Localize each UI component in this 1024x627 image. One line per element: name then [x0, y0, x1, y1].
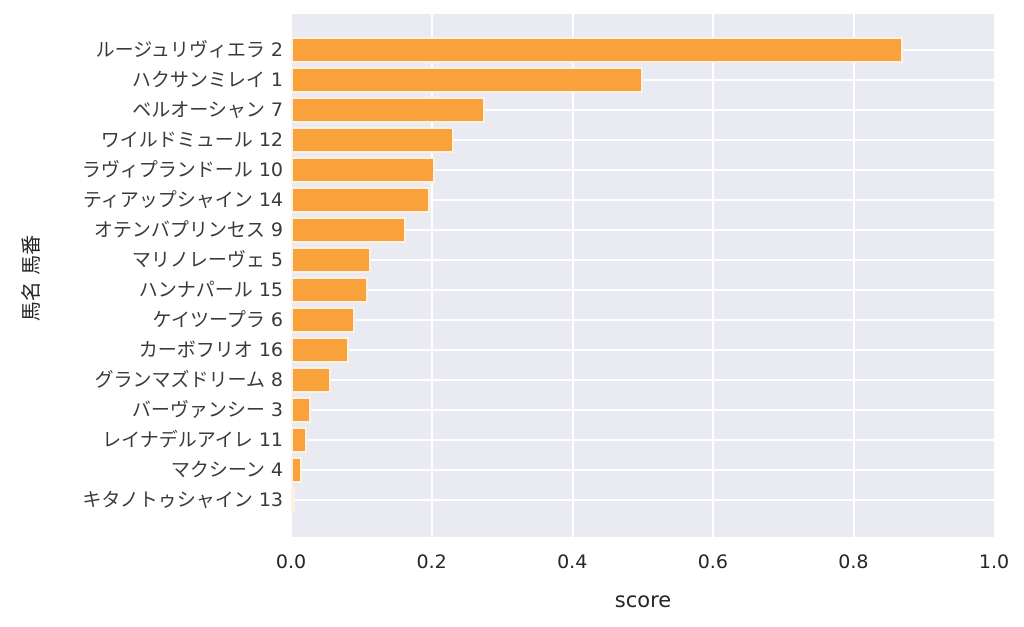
- x-tick-label: 0.0: [275, 551, 307, 573]
- category-label: レイナデルアイレ 11: [102, 429, 283, 451]
- bar-row: ティアップシャイン 14: [0, 185, 995, 215]
- score-bar: [291, 217, 406, 243]
- score-bar: [291, 97, 485, 123]
- horizontal-gridline: [291, 259, 995, 261]
- horizontal-gridline: [291, 379, 995, 381]
- score-bar: [291, 457, 303, 483]
- x-tick-label: 0.4: [557, 551, 588, 573]
- score-bar: [291, 307, 356, 333]
- bar-track: [291, 455, 995, 485]
- score-bar: [291, 487, 296, 513]
- bar-track: [291, 485, 995, 515]
- bar-row: ケイツープラ 6: [0, 305, 995, 335]
- bar-row: グランマズドリーム 8: [0, 365, 995, 395]
- horizontal-gridline: [291, 169, 995, 171]
- category-label: ハンナパール 15: [138, 279, 283, 301]
- bar-track: [291, 365, 995, 395]
- bar-row: マクシーン 4: [0, 455, 995, 485]
- bar-row: マリノレーヴェ 5: [0, 245, 995, 275]
- score-bar: [291, 37, 904, 63]
- category-label: バーヴァンシー 3: [131, 399, 283, 421]
- bar-row: レイナデルアイレ 11: [0, 425, 995, 455]
- bar-row: ベルオーシャン 7: [0, 95, 995, 125]
- bar-track: [291, 95, 995, 125]
- horizontal-gridline: [291, 79, 995, 81]
- bar-rows: ルージュリヴィエラ 2 ハクサンミレイ 1 ベルオーシャン 7 ワイルドミュール 12…: [0, 14, 995, 537]
- category-label: マクシーン 4: [170, 459, 283, 481]
- bar-track: [291, 245, 995, 275]
- category-label: ベルオーシャン 7: [132, 99, 283, 121]
- bar-track: [291, 425, 995, 455]
- horizontal-gridline: [291, 109, 995, 111]
- horizontal-gridline: [291, 229, 995, 231]
- horizontal-gridline: [291, 409, 995, 411]
- score-bar: [291, 427, 308, 453]
- vertical-gridline: [571, 14, 574, 537]
- bar-row: ハクサンミレイ 1: [0, 65, 995, 95]
- y-axis-label: 馬名 馬番: [19, 234, 43, 322]
- bar-row: キタノトゥシャイン 13: [0, 485, 995, 515]
- x-axis-ticks: 0.0 0.2 0.4 0.6 0.8 1.0: [0, 551, 1024, 577]
- score-bar: [291, 247, 371, 273]
- score-bar: [291, 127, 455, 153]
- bar-row: ルージュリヴィエラ 2: [0, 35, 995, 65]
- bar-row: ワイルドミュール 12: [0, 125, 995, 155]
- bar-track: [291, 305, 995, 335]
- vertical-gridline: [853, 14, 856, 537]
- horizontal-gridline: [291, 499, 995, 501]
- x-axis-label: score: [614, 588, 672, 612]
- vertical-gridline: [430, 14, 433, 537]
- bar-row: カーボフリオ 16: [0, 335, 995, 365]
- category-label: グランマズドリーム 8: [94, 369, 283, 391]
- bar-track: [291, 335, 995, 365]
- category-label: ケイツープラ 6: [152, 309, 283, 331]
- score-bar: [291, 367, 332, 393]
- horizontal-gridline: [291, 469, 995, 471]
- horizontal-gridline: [291, 439, 995, 441]
- bar-track: [291, 155, 995, 185]
- vertical-gridline: [290, 14, 292, 537]
- category-label: ルージュリヴィエラ 2: [95, 39, 283, 61]
- category-label: ティアップシャイン 14: [82, 189, 283, 211]
- bar-track: [291, 125, 995, 155]
- x-tick-label: 1.0: [978, 551, 1010, 573]
- score-bar: [291, 67, 643, 93]
- bar-track: [291, 275, 995, 305]
- bar-track: [291, 185, 995, 215]
- score-bar: [291, 397, 311, 423]
- bar-track: [291, 35, 995, 65]
- bar-row: ラヴィプランドール 10: [0, 155, 995, 185]
- x-tick-label: 0.8: [838, 551, 869, 573]
- category-label: ワイルドミュール 12: [100, 129, 283, 151]
- category-label: キタノトゥシャイン 13: [82, 489, 283, 511]
- score-bar: [291, 277, 368, 303]
- score-bar: [291, 187, 431, 213]
- x-tick-label: 0.6: [697, 551, 728, 573]
- bar-row: オテンバプリンセス 9: [0, 215, 995, 245]
- category-label: オテンバプリンセス 9: [93, 219, 283, 241]
- category-label: カーボフリオ 16: [138, 339, 283, 361]
- score-bar: [291, 157, 436, 183]
- bar-track: [291, 395, 995, 425]
- x-tick-label: 0.2: [416, 551, 447, 573]
- category-label: マリノレーヴェ 5: [131, 249, 283, 271]
- horizontal-gridline: [291, 289, 995, 291]
- horizontal-gridline: [291, 139, 995, 141]
- bar-track: [291, 65, 995, 95]
- horizontal-gridline: [291, 319, 995, 321]
- category-label: ラヴィプランドール 10: [81, 159, 283, 181]
- horizontal-gridline: [291, 199, 995, 201]
- category-label: ハクサンミレイ 1: [131, 69, 283, 91]
- score-bar: [291, 337, 349, 363]
- bar-row: バーヴァンシー 3: [0, 395, 995, 425]
- vertical-gridline: [994, 14, 996, 537]
- vertical-gridline: [712, 14, 715, 537]
- bar-row: ハンナパール 15: [0, 275, 995, 305]
- horizontal-gridline: [291, 349, 995, 351]
- bar-track: [291, 215, 995, 245]
